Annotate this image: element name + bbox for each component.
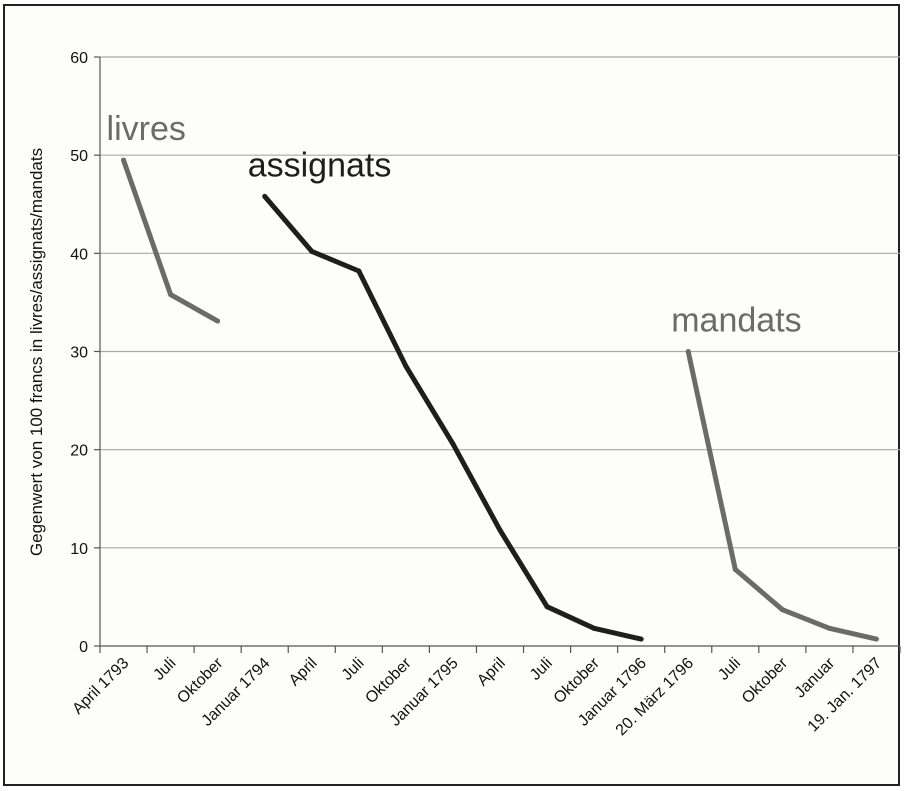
x-tick-label-0: April 1793	[69, 655, 132, 718]
data-point-livres-2	[215, 318, 221, 324]
data-point-mandats-2	[779, 607, 785, 613]
data-point-assignats-7	[591, 625, 597, 631]
series-line-assignats	[262, 194, 642, 642]
axes	[94, 56, 901, 653]
data-point-assignats-2	[356, 268, 362, 274]
y-tick-label-40: 40	[70, 246, 88, 263]
data-point-mandats-3	[826, 625, 832, 631]
series-labels: livres assignats mandats	[107, 110, 802, 339]
data-point-mandats-0	[685, 349, 691, 354]
series-label-assignats: assignats	[248, 146, 392, 184]
x-tick-label-1: Juli	[150, 655, 179, 684]
chart-frame	[3, 4, 900, 786]
y-tick-label-60: 60	[70, 50, 88, 67]
x-tick-label-13: Juli	[715, 655, 744, 684]
x-tick-label-5: Juli	[339, 655, 368, 684]
x-tick-label-4: April	[286, 655, 321, 690]
data-point-livres-0	[121, 157, 127, 163]
series-line-mandats	[685, 350, 878, 642]
y-tick-label-10: 10	[70, 541, 88, 558]
data-point-assignats-6	[544, 604, 550, 610]
data-point-assignats-1	[309, 248, 315, 254]
data-point-mandats-1	[732, 566, 738, 572]
x-tick-label-9: Juli	[527, 655, 556, 684]
x-tick-label-15: Januar	[792, 654, 839, 701]
y-tick-label-30: 30	[70, 345, 88, 362]
y-tick-label-0: 0	[79, 639, 88, 656]
x-tick-label-14: Oktober	[739, 654, 792, 707]
data-point-assignats-5	[497, 527, 503, 533]
data-point-assignats-0	[262, 193, 268, 199]
series-label-mandats: mandats	[671, 302, 801, 340]
data-point-mandats-4	[873, 636, 879, 642]
y-tick-label-20: 20	[70, 443, 88, 460]
data-point-assignats-8	[638, 636, 644, 642]
x-tick-label-8: April	[474, 655, 509, 690]
gridlines	[100, 56, 900, 549]
data-point-assignats-3	[403, 363, 409, 369]
y-tick-label-50: 50	[70, 148, 88, 165]
series-label-livres: livres	[107, 110, 186, 148]
data-point-assignats-4	[450, 441, 456, 447]
y-tick-labels: 0 10 20 30 40 50 60	[70, 50, 88, 656]
series-lines	[121, 157, 879, 642]
y-axis-label: Gegenwert von 100 francs in livres/assig…	[27, 148, 46, 556]
data-point-livres-1	[168, 292, 174, 298]
